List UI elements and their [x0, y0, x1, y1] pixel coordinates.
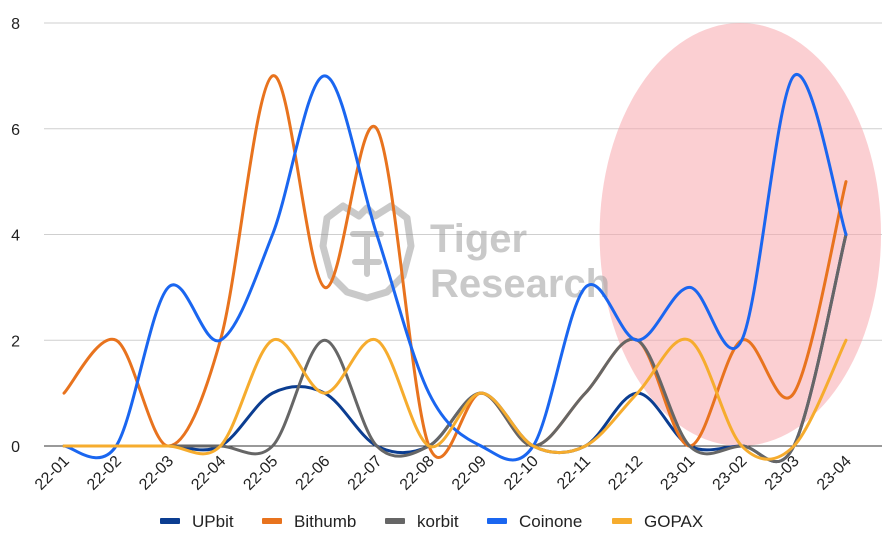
x-axis-tick-labels: 22-01 22-02 22-03 22-04 22-05 22-06 22-07 22-08…	[32, 453, 855, 494]
y-tick-label: 4	[11, 228, 20, 245]
legend-swatch	[262, 518, 282, 524]
highlight-ellipse	[599, 23, 881, 446]
x-tick-label: 22-05	[240, 453, 281, 494]
legend-swatch	[160, 518, 180, 524]
highlight-region	[599, 23, 881, 446]
legend-swatch	[612, 518, 632, 524]
x-tick-label: 22-11	[554, 453, 594, 493]
x-tick-label: 22-03	[136, 453, 177, 494]
x-tick-label: 22-07	[345, 453, 386, 494]
series-lines	[62, 72, 848, 464]
x-tick-label: 22-02	[84, 453, 125, 494]
x-tick-label: 22-04	[188, 453, 229, 494]
legend-label: UPbit	[192, 512, 234, 531]
x-tick-label: 23-02	[710, 453, 751, 494]
x-tick-label: 23-04	[814, 453, 855, 494]
tiger-research-watermark: Tiger Research	[319, 202, 610, 306]
legend-label: Bithumb	[294, 512, 356, 531]
x-tick-label: 22-12	[605, 453, 646, 494]
y-axis-tick-labels: 0 2 4 6 8	[11, 16, 20, 456]
y-tick-label: 0	[11, 439, 20, 456]
x-tick-label: 22-06	[293, 453, 334, 494]
series-line-coinone	[62, 72, 848, 462]
series-line-gopax	[62, 337, 848, 461]
legend-label: GOPAX	[644, 512, 703, 531]
x-tick-label: 22-01	[32, 453, 73, 494]
legend-label: Coinone	[519, 512, 582, 531]
x-tick-label: 23-01	[657, 453, 698, 494]
legend: UPbit Bithumb korbit Coinone GOPAX	[160, 512, 703, 531]
y-tick-label: 6	[11, 122, 20, 139]
y-tick-label: 8	[11, 16, 20, 33]
x-tick-label: 22-08	[397, 453, 438, 494]
y-tick-label: 2	[11, 333, 20, 350]
watermark-line-1: Tiger	[430, 217, 527, 261]
x-tick-label: 22-09	[449, 453, 490, 494]
watermark-line-2: Research	[430, 262, 610, 306]
legend-swatch	[487, 518, 507, 524]
legend-label: korbit	[417, 512, 459, 531]
legend-swatch	[385, 518, 405, 524]
